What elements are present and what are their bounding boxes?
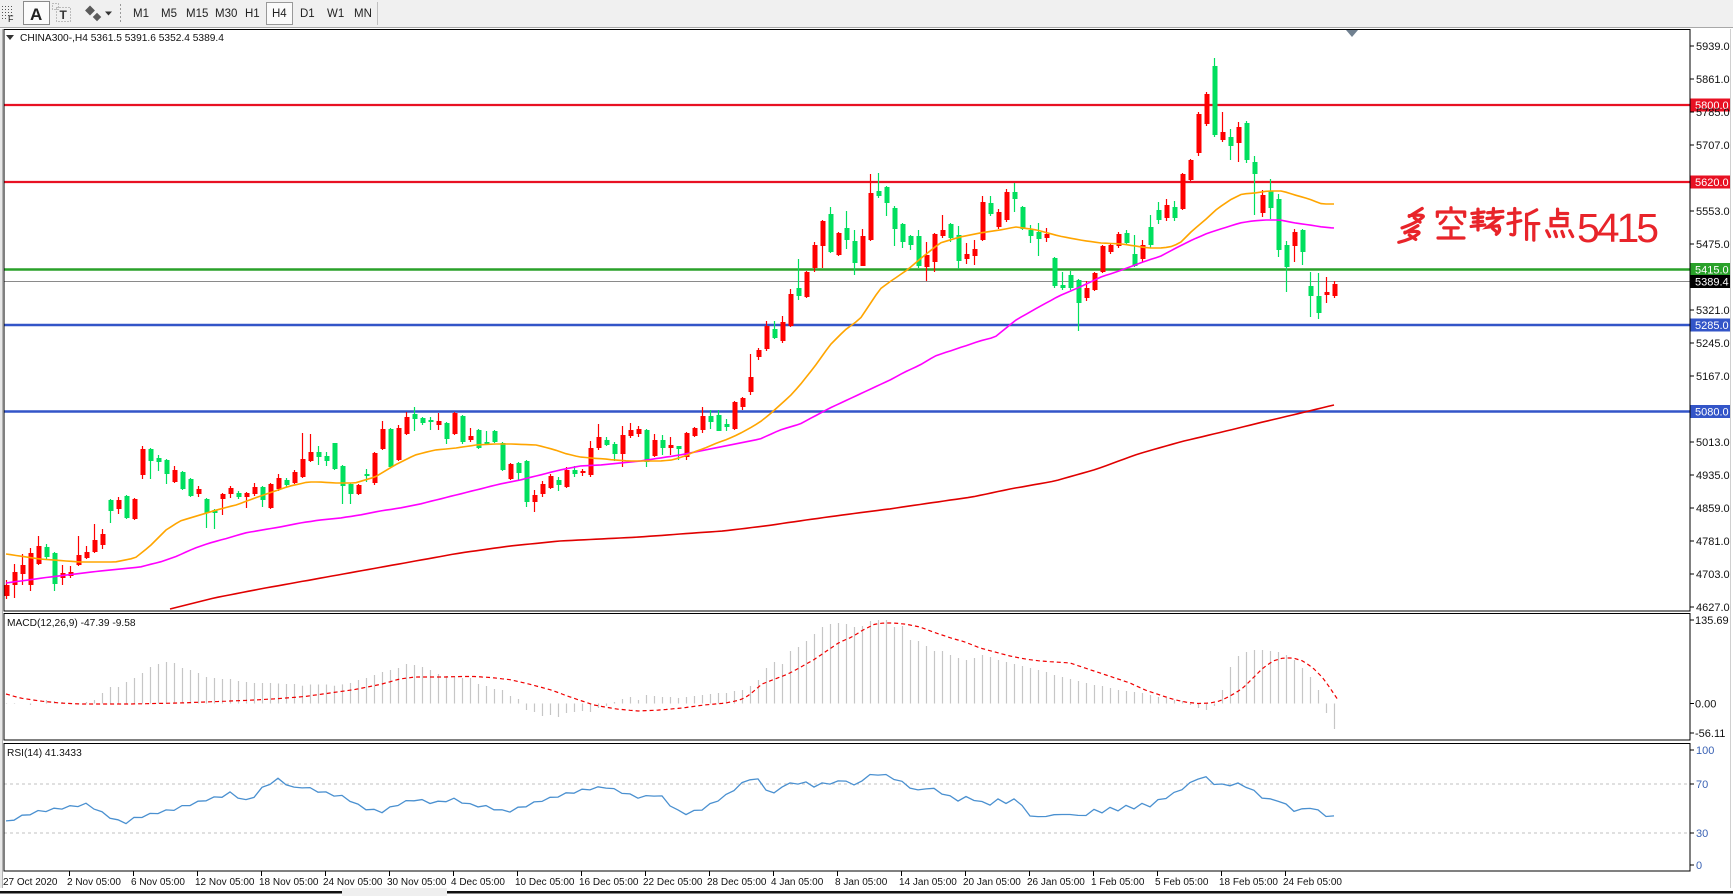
svg-text:30 Nov 05:00: 30 Nov 05:00 [387, 877, 447, 888]
svg-text:5245.0: 5245.0 [1696, 338, 1730, 350]
svg-text:M5: M5 [161, 8, 177, 20]
svg-text:A: A [30, 5, 42, 24]
svg-text:5080.0: 5080.0 [1695, 407, 1729, 419]
svg-text:MN: MN [354, 8, 372, 20]
svg-text:4 Jan 05:00: 4 Jan 05:00 [771, 877, 824, 888]
svg-text:10 Dec 05:00: 10 Dec 05:00 [515, 877, 575, 888]
svg-text:M30: M30 [215, 8, 237, 20]
svg-text:24 Nov 05:00: 24 Nov 05:00 [323, 877, 383, 888]
svg-text:5167.0: 5167.0 [1696, 371, 1730, 383]
svg-text:27 Oct 2020: 27 Oct 2020 [3, 877, 58, 888]
svg-text:70: 70 [1696, 779, 1708, 791]
svg-text:24 Feb 05:00: 24 Feb 05:00 [1283, 877, 1342, 888]
svg-text:RSI(14) 41.3433: RSI(14) 41.3433 [7, 748, 82, 759]
svg-text:M1: M1 [133, 8, 149, 20]
svg-text:5553.0: 5553.0 [1696, 206, 1730, 218]
svg-text:4859.0: 4859.0 [1696, 503, 1730, 515]
svg-text:H1: H1 [245, 8, 260, 20]
svg-text:CHINA300-,H4 5361.5 5391.6 53: CHINA300-,H4 5361.5 5391.6 5352.4 5389.4 [20, 33, 224, 44]
svg-text:H4: H4 [272, 8, 287, 20]
svg-text:0: 0 [1696, 860, 1702, 872]
svg-text:14 Jan 05:00: 14 Jan 05:00 [899, 877, 957, 888]
svg-text:M15: M15 [186, 8, 208, 20]
svg-text:5785.0: 5785.0 [1696, 107, 1730, 119]
svg-text:12 Nov 05:00: 12 Nov 05:00 [195, 877, 255, 888]
svg-text:5285.0: 5285.0 [1695, 320, 1729, 332]
svg-text:5707.0: 5707.0 [1696, 140, 1730, 152]
svg-text:5861.0: 5861.0 [1696, 74, 1730, 86]
svg-text:T: T [60, 8, 68, 22]
svg-text:4935.0: 4935.0 [1696, 470, 1730, 482]
svg-text:5389.4: 5389.4 [1695, 277, 1729, 289]
svg-text:F: F [8, 14, 14, 24]
svg-text:MACD(12,26,9) -47.39 -9.58: MACD(12,26,9) -47.39 -9.58 [7, 618, 136, 629]
svg-text:4781.0: 4781.0 [1696, 536, 1730, 548]
svg-text:1 Feb 05:00: 1 Feb 05:00 [1091, 877, 1145, 888]
svg-text:5939.0: 5939.0 [1696, 41, 1730, 53]
svg-text:2 Nov 05:00: 2 Nov 05:00 [67, 877, 121, 888]
svg-text:100: 100 [1696, 745, 1714, 757]
svg-text:4627.0: 4627.0 [1696, 602, 1730, 614]
svg-text:W1: W1 [327, 8, 344, 20]
svg-text:18 Nov 05:00: 18 Nov 05:00 [259, 877, 319, 888]
svg-text:5475.0: 5475.0 [1696, 239, 1730, 251]
svg-text:5620.0: 5620.0 [1695, 177, 1729, 189]
svg-text:4703.0: 4703.0 [1696, 569, 1730, 581]
svg-text:5013.0: 5013.0 [1696, 437, 1730, 449]
svg-text:5415.0: 5415.0 [1695, 265, 1729, 277]
svg-text:5 Feb 05:00: 5 Feb 05:00 [1155, 877, 1209, 888]
svg-text:16 Dec 05:00: 16 Dec 05:00 [579, 877, 639, 888]
svg-text:26 Jan 05:00: 26 Jan 05:00 [1027, 877, 1085, 888]
svg-text:-56.11: -56.11 [1695, 728, 1725, 740]
svg-text:135.69: 135.69 [1695, 615, 1729, 627]
svg-text:8 Jan 05:00: 8 Jan 05:00 [835, 877, 888, 888]
svg-text:30: 30 [1696, 828, 1708, 840]
svg-text:4 Dec 05:00: 4 Dec 05:00 [451, 877, 505, 888]
svg-text:5800.0: 5800.0 [1695, 100, 1729, 112]
svg-text:5321.0: 5321.0 [1696, 305, 1730, 317]
svg-text:20 Jan 05:00: 20 Jan 05:00 [963, 877, 1021, 888]
svg-text:22 Dec 05:00: 22 Dec 05:00 [643, 877, 703, 888]
svg-text:28 Dec 05:00: 28 Dec 05:00 [707, 877, 767, 888]
svg-text:5415: 5415 [1577, 205, 1659, 251]
svg-text:D1: D1 [300, 8, 315, 20]
svg-text:18 Feb 05:00: 18 Feb 05:00 [1219, 877, 1278, 888]
svg-text:6 Nov 05:00: 6 Nov 05:00 [131, 877, 185, 888]
svg-text:0.00: 0.00 [1695, 699, 1716, 711]
